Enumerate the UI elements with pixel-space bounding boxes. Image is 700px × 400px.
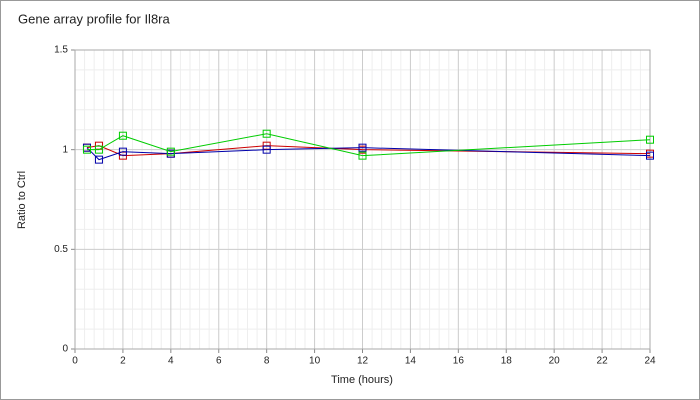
x-axis-label: Time (hours) [331,374,393,386]
series-line [86,147,651,161]
point-marker [646,151,654,160]
x-tick-label: 6 [216,356,222,367]
point-marker [94,155,103,164]
point-marker [118,131,127,140]
x-tick-label: 22 [597,356,609,367]
y-tick-label: 1.5 [54,45,68,56]
point-marker [262,145,271,154]
x-tick-label: 14 [405,356,417,367]
chart-title: Gene array profile for Il8ra [18,11,171,26]
x-tick-label: 20 [549,356,561,367]
point-marker [358,151,367,160]
x-tick-label: 8 [264,356,270,367]
point-marker [118,147,127,156]
x-tick-label: 10 [309,356,321,367]
point-marker [94,145,103,154]
y-tick-label: 1 [62,144,68,155]
x-tick-label: 2 [120,356,126,367]
point-marker [82,145,91,154]
y-tick-label: 0.5 [54,244,68,255]
x-tick-label: 4 [168,356,174,367]
point-marker [358,143,367,152]
point-marker [166,147,175,156]
x-tick-label: 0 [72,356,78,367]
x-tick-label: 24 [644,356,656,367]
series-line [86,133,651,157]
y-axis-label: Ratio to Ctrl [16,171,28,229]
point-marker [646,135,654,144]
point-marker [262,129,271,138]
x-tick-label: 12 [357,356,369,367]
plot-border [74,49,651,350]
x-tick-label: 18 [501,356,513,367]
y-tick-label: 0 [62,344,68,355]
x-tick-label: 16 [453,356,465,367]
